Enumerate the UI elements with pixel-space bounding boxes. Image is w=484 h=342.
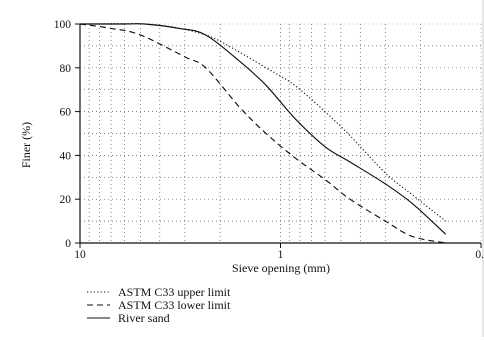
y-tick-label: 80 bbox=[60, 63, 72, 75]
y-tick-label: 100 bbox=[54, 19, 72, 31]
x-axis-label: Sieve opening (mm) bbox=[232, 261, 330, 275]
x-tick-label: 0. bbox=[475, 249, 484, 261]
series-line-astm-c33-lower-limit bbox=[79, 23, 446, 244]
legend-label: River sand bbox=[118, 311, 170, 325]
y-tick-label: 20 bbox=[60, 194, 72, 206]
legend-label: ASTM C33 lower limit bbox=[118, 298, 231, 312]
y-axis-label: Finer (%) bbox=[19, 122, 33, 168]
legend-label: ASTM C33 upper limit bbox=[118, 285, 231, 299]
x-tick-label: 1 bbox=[278, 249, 284, 261]
series-line-river-sand bbox=[79, 23, 447, 235]
grid-group bbox=[80, 24, 481, 243]
y-tick-label: 60 bbox=[60, 107, 72, 119]
series-group bbox=[79, 23, 447, 244]
series-line-astm-c33-upper-limit bbox=[79, 23, 447, 222]
y-tick-label: 0 bbox=[65, 238, 71, 250]
x-tick-label: 10 bbox=[74, 249, 86, 261]
axis-group: 0 20 40 60 80 100 10 1 0. bbox=[54, 19, 484, 261]
y-tick-label: 40 bbox=[60, 150, 72, 162]
